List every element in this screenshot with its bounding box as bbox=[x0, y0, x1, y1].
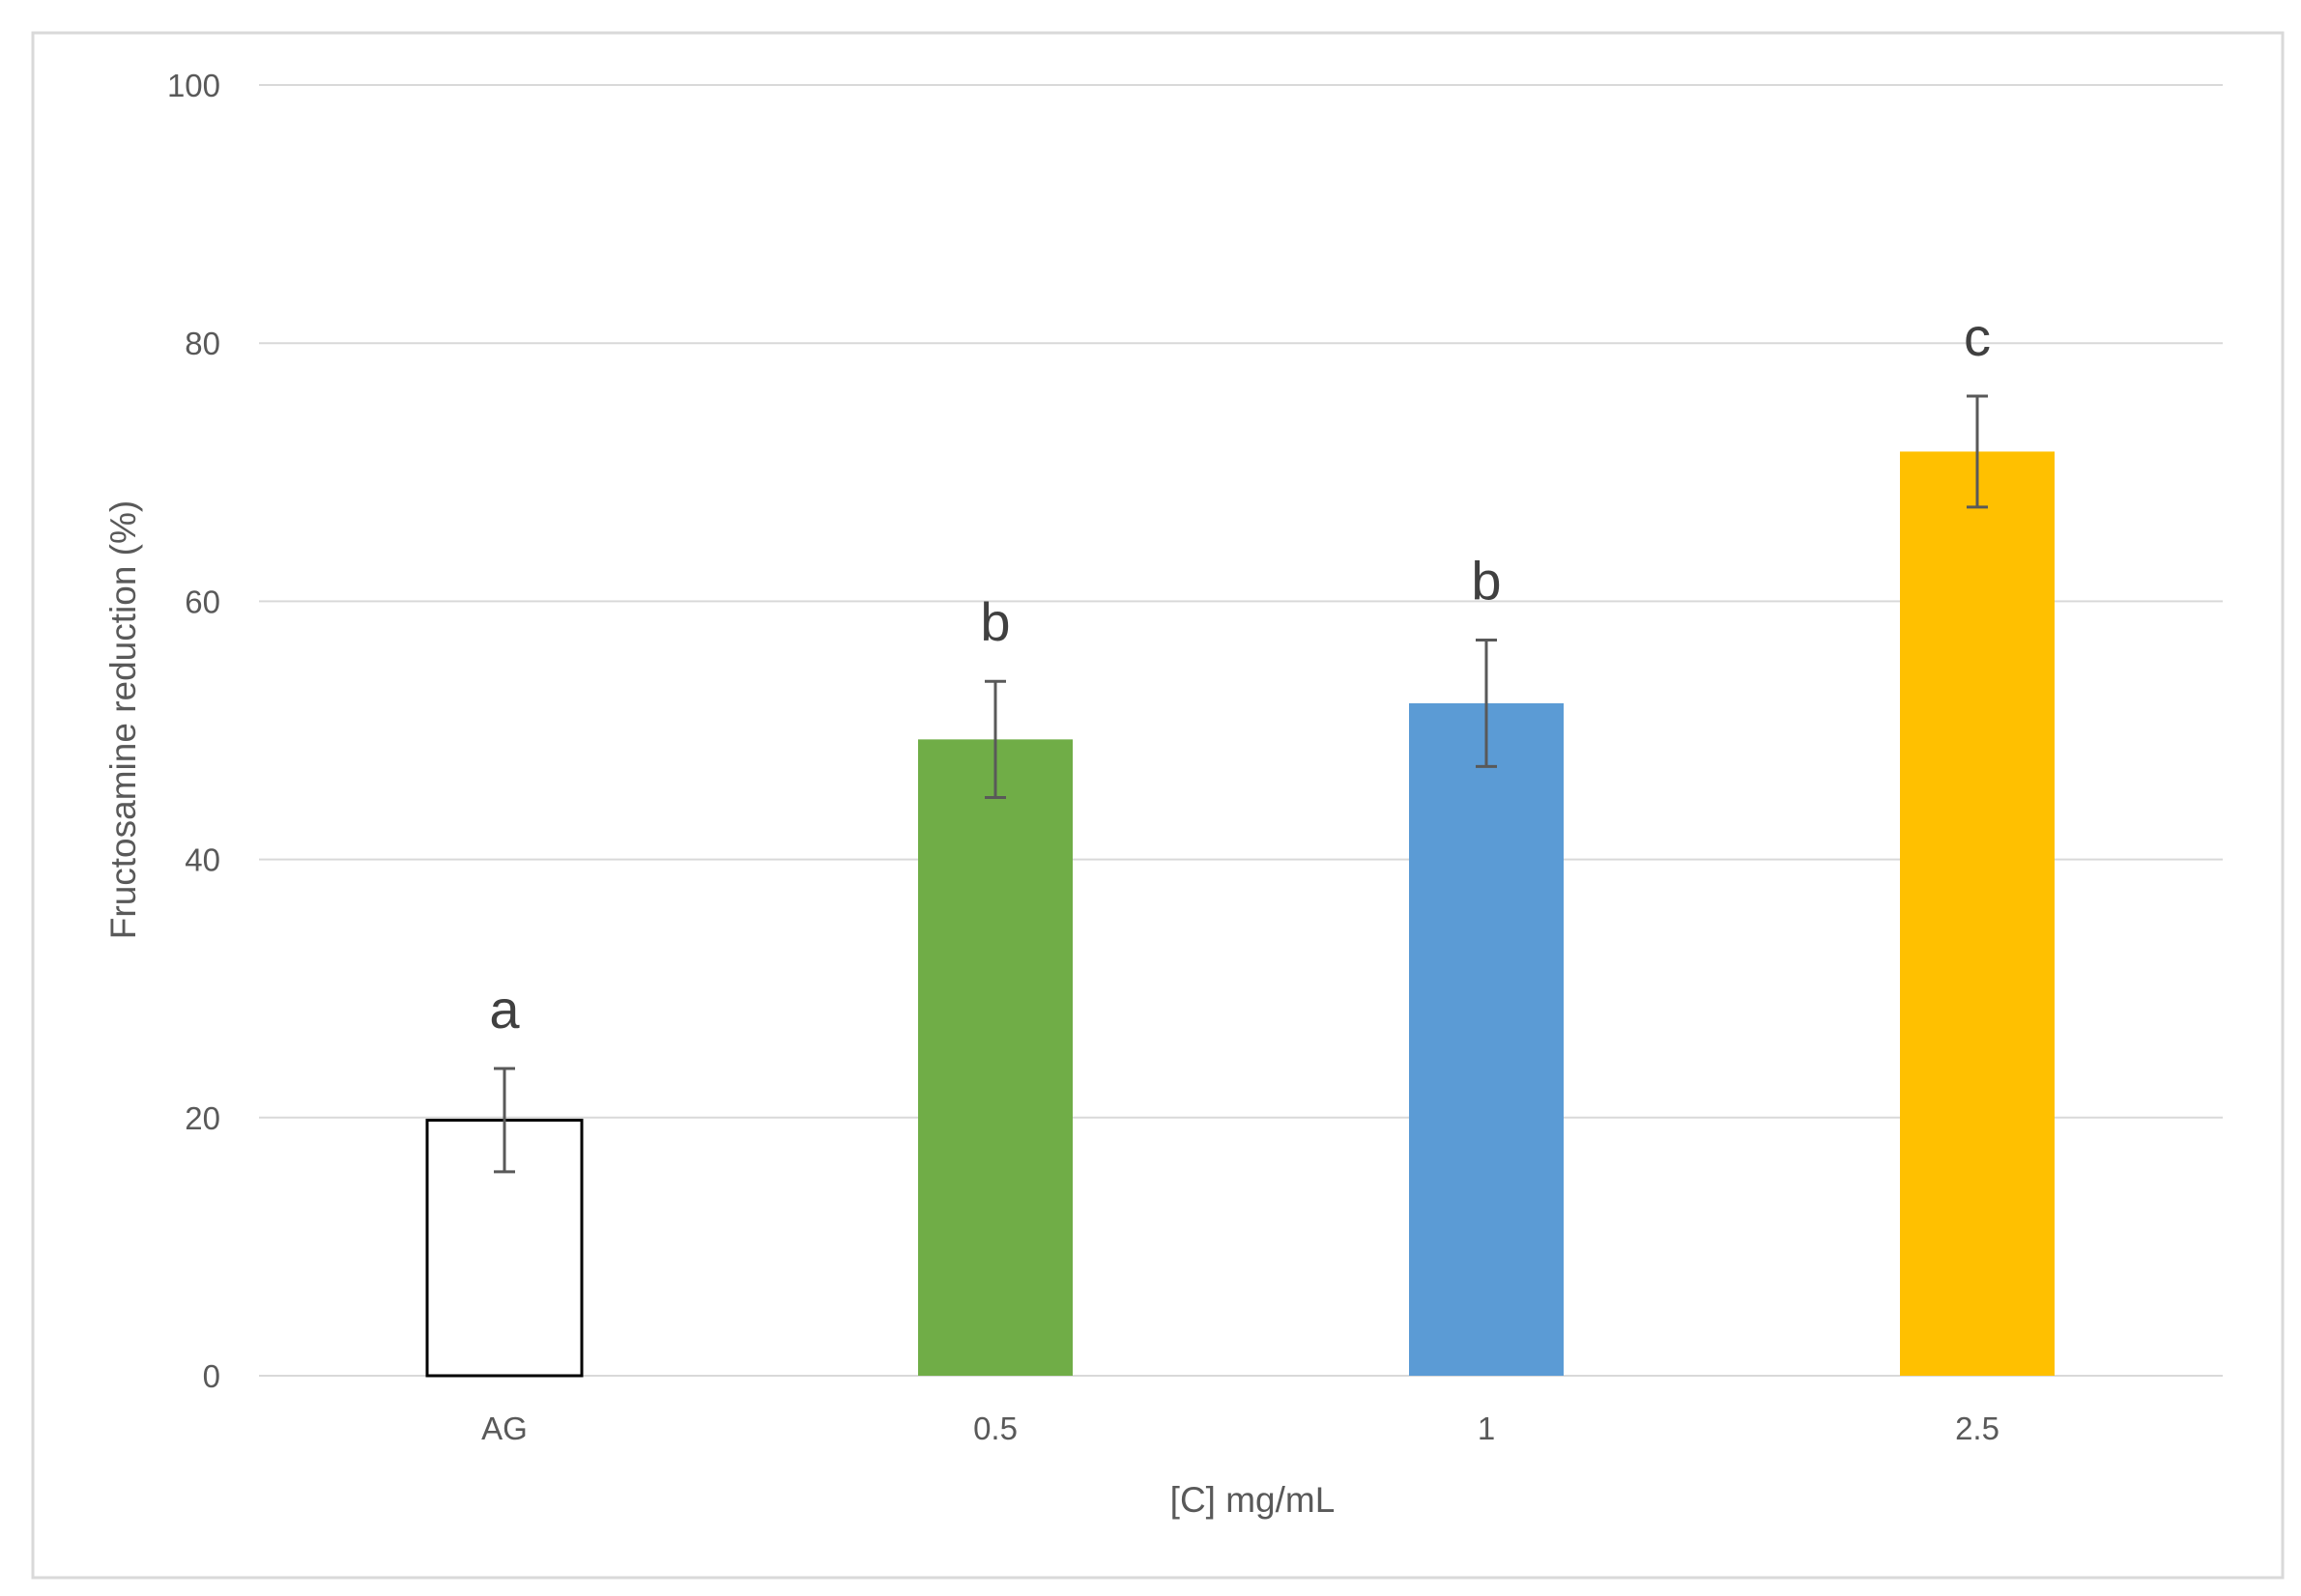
y-axis-label: Fructosamine reduction (%) bbox=[103, 500, 143, 939]
significance-letter-1: b bbox=[1471, 550, 1501, 611]
gridlines bbox=[259, 84, 2223, 1377]
y-tick-labels: 0 20 40 60 80 100 bbox=[167, 68, 220, 1394]
y-tick-label: 100 bbox=[167, 68, 220, 103]
bars bbox=[425, 451, 2055, 1378]
y-tick-label: 0 bbox=[203, 1358, 220, 1394]
significance-letter-2.5: c bbox=[1964, 306, 1991, 367]
x-tick-label-0.5: 0.5 bbox=[973, 1411, 1018, 1446]
significance-letter-0.5: b bbox=[980, 591, 1010, 652]
x-tick-labels: AG 0.5 1 2.5 bbox=[481, 1411, 1999, 1446]
significance-letters: a b b c bbox=[489, 306, 1991, 1040]
y-tick-label: 20 bbox=[185, 1100, 220, 1136]
y-tick-label: 60 bbox=[185, 584, 220, 619]
error-bar-AG bbox=[494, 1067, 515, 1174]
x-tick-label-1: 1 bbox=[1478, 1411, 1495, 1446]
error-bar-2.5 bbox=[1967, 394, 1988, 509]
y-tick-label: 40 bbox=[185, 842, 220, 878]
y-tick-label: 80 bbox=[185, 326, 220, 361]
x-tick-label-2.5: 2.5 bbox=[1955, 1411, 1999, 1446]
x-tick-label-AG: AG bbox=[481, 1411, 528, 1446]
bar-0.5 bbox=[918, 739, 1073, 1376]
bar-1 bbox=[1409, 702, 1564, 1376]
significance-letter-AG: a bbox=[489, 979, 520, 1040]
error-bar-1 bbox=[1476, 638, 1497, 768]
x-axis-label: [C] mg/mL bbox=[1170, 1480, 1336, 1520]
error-bar-0.5 bbox=[985, 679, 1006, 799]
error-bars bbox=[494, 394, 1988, 1174]
bar-2.5 bbox=[1900, 451, 2055, 1376]
